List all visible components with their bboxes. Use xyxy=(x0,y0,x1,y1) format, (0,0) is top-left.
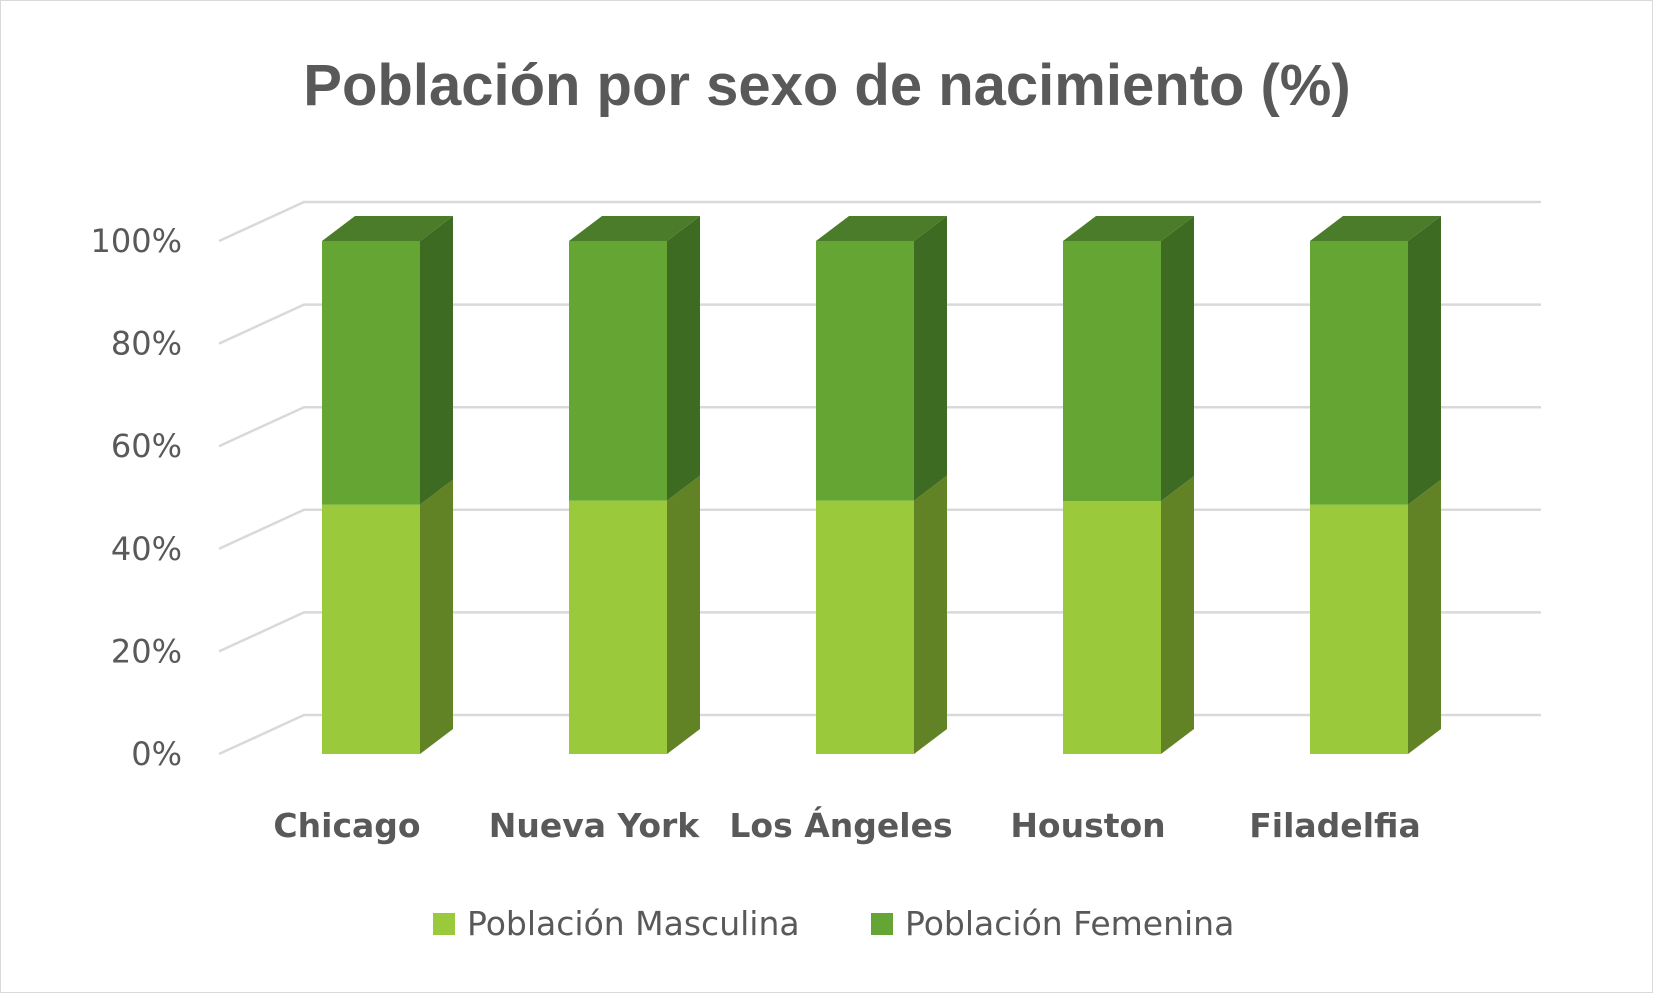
x-tick-label: Chicago xyxy=(273,806,420,845)
bar-female-front xyxy=(569,241,667,501)
bar-female-front xyxy=(322,241,420,505)
bar-female-side xyxy=(1161,216,1194,502)
x-axis-ticks: Chicago Nueva York Los Ángeles Houston Filad… xyxy=(273,805,1420,845)
bar-top xyxy=(569,216,700,241)
legend: Población Masculina Población Femenina xyxy=(433,904,1234,943)
bar-male-side xyxy=(667,475,700,754)
x-tick-label: Los Ángeles xyxy=(729,805,952,845)
y-tick-label: 60% xyxy=(111,427,182,465)
bar-top xyxy=(322,216,453,241)
x-tick-label: Filadelfia xyxy=(1249,806,1420,845)
x-tick-label: Houston xyxy=(1010,806,1165,845)
legend-swatch xyxy=(871,913,893,935)
bar-female-side xyxy=(667,216,700,501)
y-tick-label: 80% xyxy=(111,325,182,363)
bar-female-front xyxy=(816,241,914,501)
bar-top xyxy=(1310,216,1441,241)
bar-male-side xyxy=(420,479,453,754)
legend-swatch xyxy=(433,913,455,935)
gridline xyxy=(218,200,1541,243)
bar-male-front xyxy=(1310,504,1408,754)
bar-female-front xyxy=(1063,241,1161,502)
y-axis-ticks: 0% 20% 40% 60% 80% 100% xyxy=(91,222,182,773)
bars xyxy=(322,216,1441,754)
y-tick-label: 40% xyxy=(111,530,182,568)
legend-label: Población Masculina xyxy=(467,904,800,943)
bar-top xyxy=(816,216,947,241)
bar-female-side xyxy=(420,216,453,505)
bar-female-side xyxy=(1408,216,1441,505)
y-tick-label: 100% xyxy=(91,222,182,260)
bar-male-front xyxy=(569,500,667,754)
bar-male-front xyxy=(322,504,420,754)
bar-male-side xyxy=(914,475,947,754)
chart-title: Población por sexo de nacimiento (%) xyxy=(303,53,1350,118)
bar-female-side xyxy=(914,216,947,501)
y-tick-label: 20% xyxy=(111,632,182,670)
x-tick-label: Nueva York xyxy=(489,806,701,845)
bar-male-front xyxy=(816,500,914,754)
bar-female-front xyxy=(1310,241,1408,505)
bar-male-side xyxy=(1408,479,1441,754)
bar-male-front xyxy=(1063,501,1161,754)
y-tick-label: 0% xyxy=(131,735,182,773)
legend-label: Población Femenina xyxy=(905,904,1234,943)
bar-male-side xyxy=(1161,476,1194,754)
bar-top xyxy=(1063,216,1194,241)
